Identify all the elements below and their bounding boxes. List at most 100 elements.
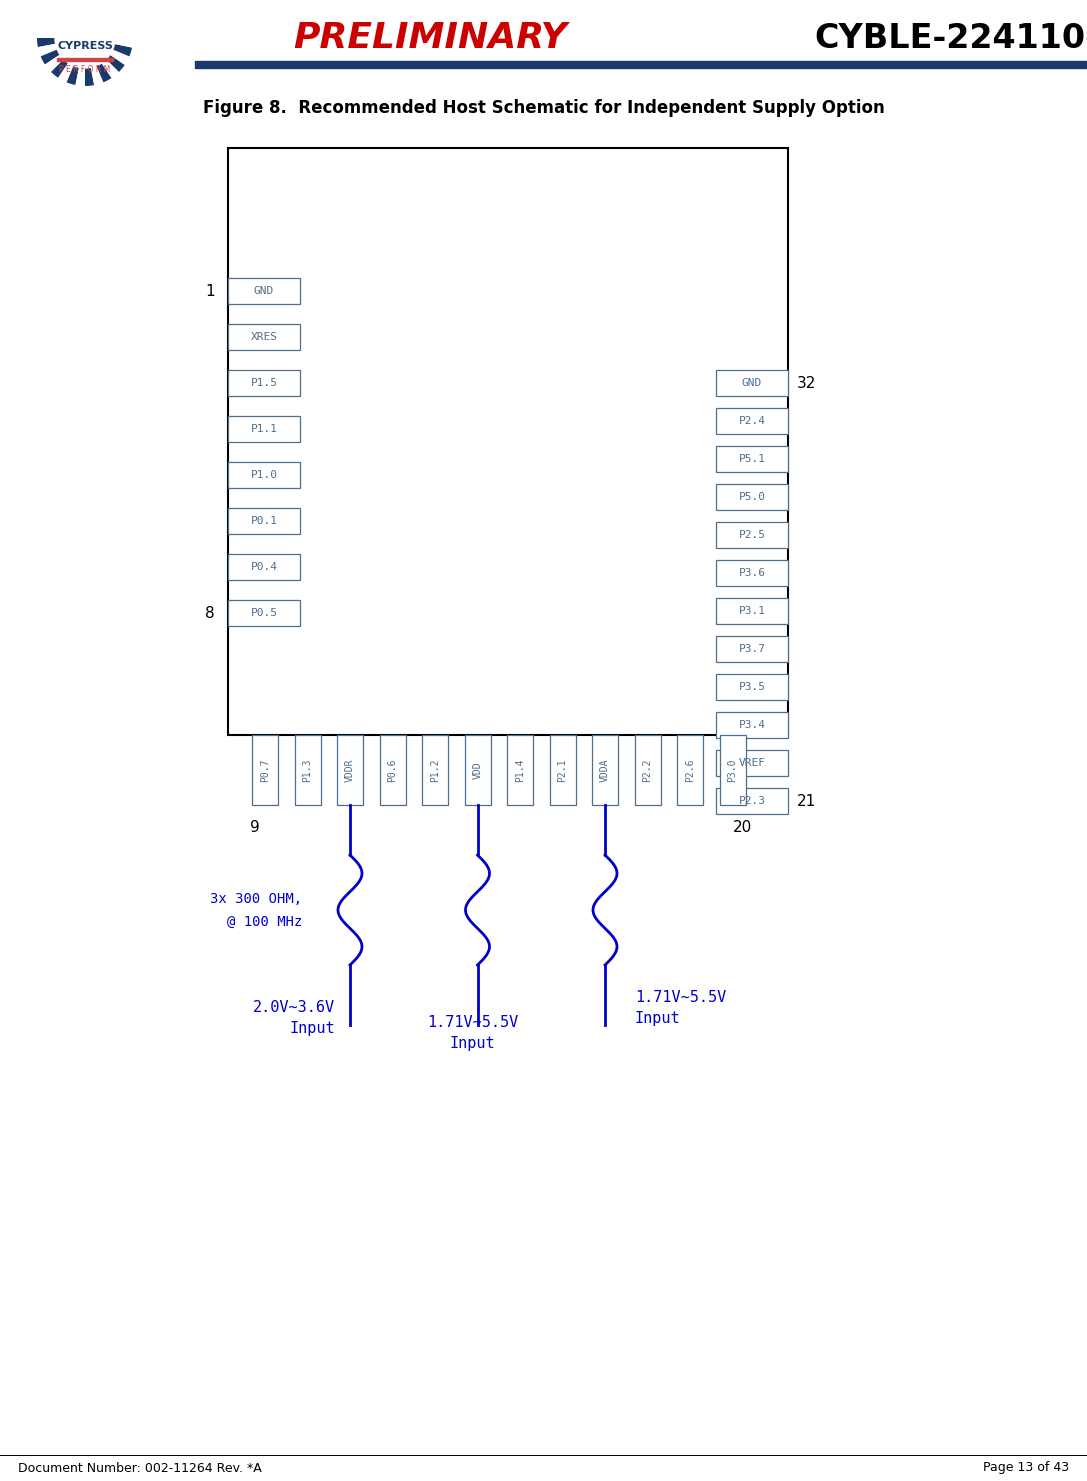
Wedge shape [85,39,132,56]
Wedge shape [51,39,85,78]
Wedge shape [75,39,85,86]
Text: P2.4: P2.4 [738,416,765,427]
Text: 1: 1 [205,283,215,299]
Text: 8: 8 [205,606,215,621]
Bar [228,148,788,735]
Bar [195,61,1087,68]
Text: P3.0: P3.0 [727,758,737,782]
Wedge shape [45,39,85,73]
Text: P0.1: P0.1 [250,515,277,526]
Text: P3.7: P3.7 [738,644,765,655]
Wedge shape [85,39,133,47]
Text: P1.4: P1.4 [515,758,525,782]
Bar [635,735,661,806]
Text: P0.5: P0.5 [250,609,277,618]
Wedge shape [59,39,85,83]
Wedge shape [85,39,129,65]
Bar [228,416,300,441]
Bar [716,635,788,662]
Wedge shape [40,39,85,65]
Text: P3.1: P3.1 [738,606,765,616]
Text: 21: 21 [797,794,815,809]
Text: P1.1: P1.1 [250,424,277,434]
Bar [422,735,448,806]
Text: P2.3: P2.3 [738,795,765,806]
Text: P2.6: P2.6 [685,758,695,782]
Wedge shape [37,39,85,47]
Bar [716,484,788,509]
Text: PRELIMINARY: PRELIMINARY [293,21,567,55]
Text: P2.2: P2.2 [642,758,652,782]
Bar [228,324,300,350]
Bar [716,598,788,624]
Bar [677,735,703,806]
Bar [716,788,788,815]
Wedge shape [85,39,125,73]
Polygon shape [67,10,103,56]
Text: GND: GND [741,378,762,388]
Text: P3.4: P3.4 [738,720,765,730]
Text: 2.0V~3.6V
Input: 2.0V~3.6V Input [253,1000,335,1037]
Text: CYPRESS: CYPRESS [57,41,113,50]
Text: 3x 300 OHM,
@ 100 MHz: 3x 300 OHM, @ 100 MHz [210,892,302,929]
Bar [716,712,788,738]
Text: VDD: VDD [473,761,483,779]
Bar [720,735,746,806]
Text: 32: 32 [797,376,815,391]
Text: CYBLE-224110-00: CYBLE-224110-00 [814,22,1087,55]
Wedge shape [85,39,103,84]
Bar [228,508,300,535]
Text: 20: 20 [733,819,752,834]
Text: XRES: XRES [250,332,277,342]
Wedge shape [66,39,85,84]
Bar [228,600,300,626]
Bar [716,407,788,434]
Text: P2.5: P2.5 [738,530,765,541]
Wedge shape [85,39,118,78]
Bar [337,735,363,806]
Bar [228,554,300,581]
Text: GND: GND [254,286,274,296]
Text: P5.1: P5.1 [738,455,765,464]
Text: 1.71V~5.5V
Input: 1.71V~5.5V Input [427,1014,518,1052]
Text: VDDA: VDDA [600,758,610,782]
Text: P0.6: P0.6 [387,758,398,782]
Bar [228,278,300,304]
Bar [716,749,788,776]
Wedge shape [85,39,95,86]
Text: P1.2: P1.2 [430,758,440,782]
Text: P2.1: P2.1 [558,758,567,782]
Bar [228,370,300,395]
Bar [592,735,619,806]
Text: 9: 9 [250,819,260,834]
Text: VREF: VREF [738,758,765,769]
Text: P5.0: P5.0 [738,492,765,502]
Text: 1.71V~5.5V
Input: 1.71V~5.5V Input [635,989,726,1026]
Text: P3.5: P3.5 [738,681,765,692]
Bar [57,58,113,61]
Text: P E R F O R M: P E R F O R M [60,65,111,74]
Text: P0.7: P0.7 [260,758,270,782]
Text: Page 13 of 43: Page 13 of 43 [983,1462,1069,1475]
Bar [716,446,788,472]
Wedge shape [85,39,112,83]
Circle shape [55,7,115,68]
Text: Document Number: 002-11264 Rev. *A: Document Number: 002-11264 Rev. *A [18,1462,262,1475]
Text: P1.0: P1.0 [250,469,277,480]
Bar [716,370,788,395]
Bar [550,735,575,806]
Bar [379,735,405,806]
Wedge shape [38,39,85,56]
Bar [464,735,490,806]
Bar [507,735,533,806]
Bar [295,735,321,806]
Text: VDDR: VDDR [345,758,355,782]
Text: P1.5: P1.5 [250,378,277,388]
Text: P3.6: P3.6 [738,569,765,578]
Bar [716,560,788,586]
Bar [716,674,788,701]
Text: P0.4: P0.4 [250,561,277,572]
Bar [716,521,788,548]
Bar [228,462,300,489]
Bar [252,735,278,806]
